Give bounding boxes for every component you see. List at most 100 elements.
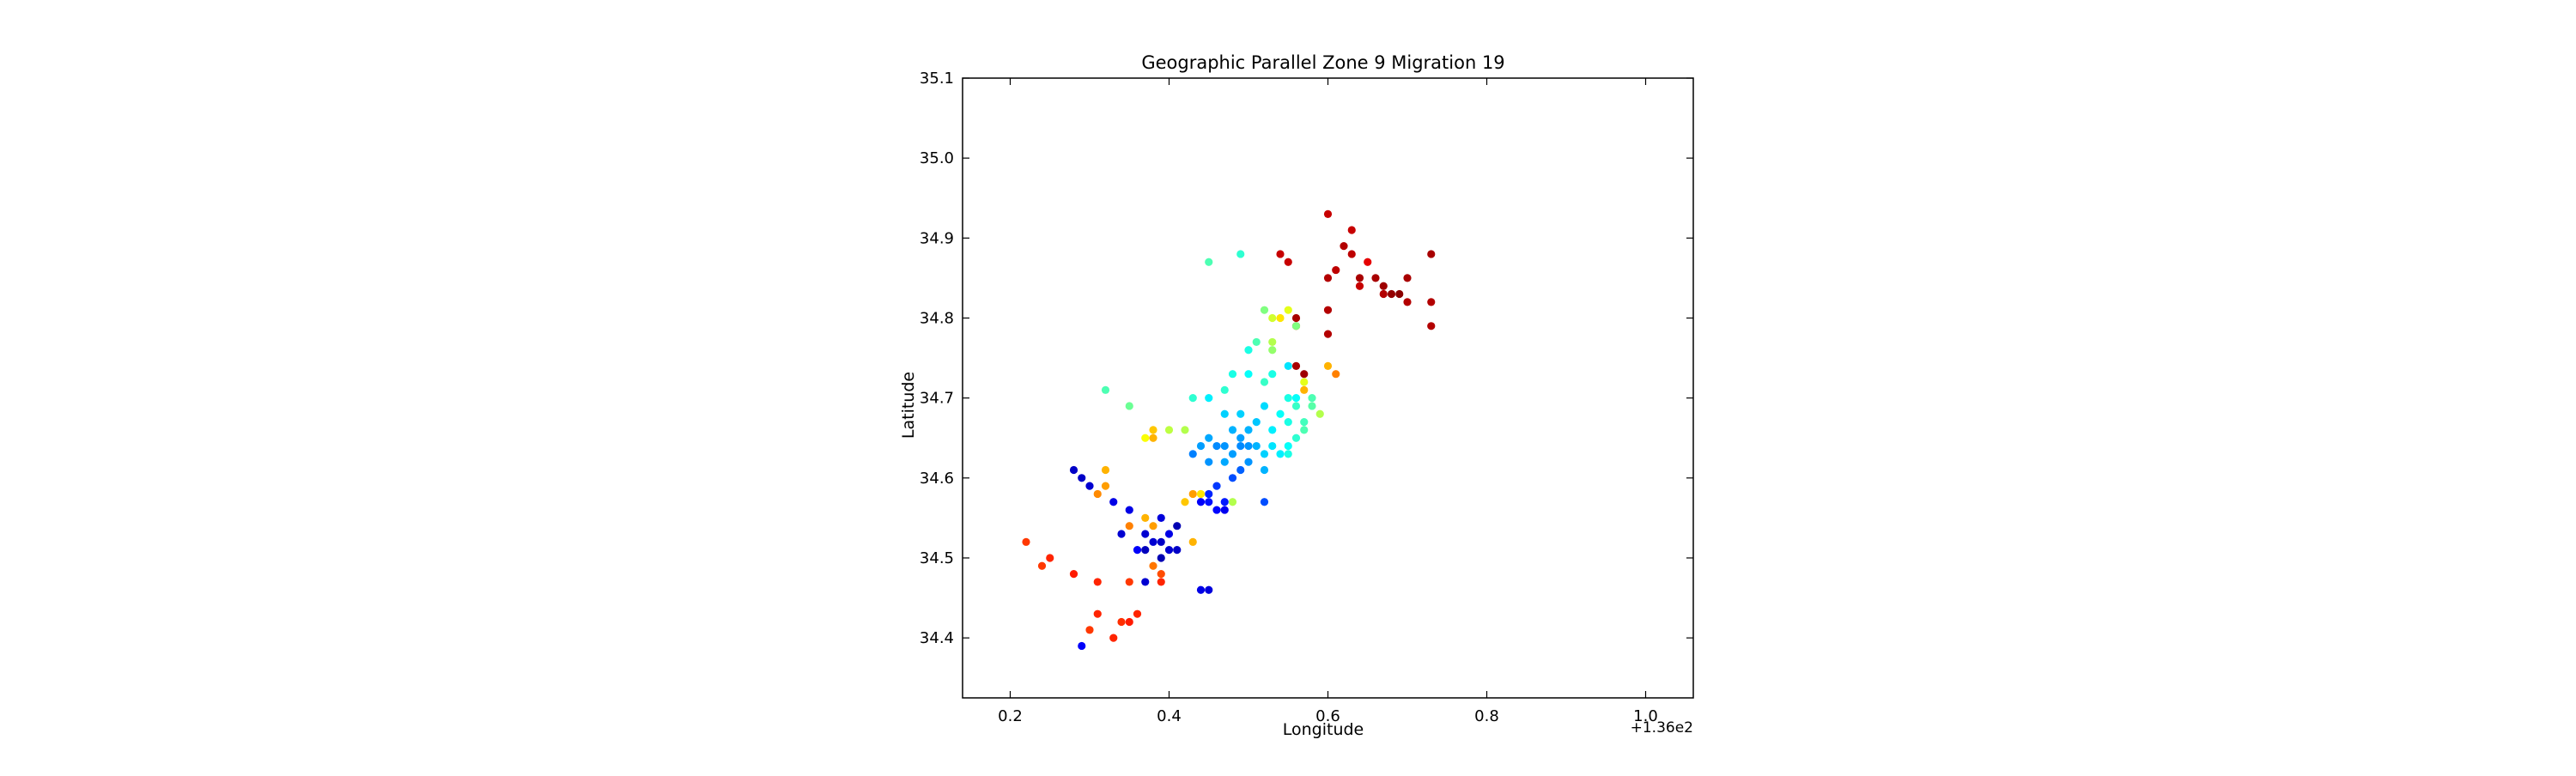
scatter-point (1188, 489, 1197, 499)
scatter-point (1157, 554, 1165, 562)
scatter-point (1427, 298, 1436, 306)
scatter-points (1022, 209, 1436, 651)
scatter-point (1188, 450, 1197, 458)
scatter-point (1268, 346, 1277, 355)
scatter-point (1332, 370, 1340, 379)
scatter-point (1291, 402, 1301, 410)
scatter-point (1149, 433, 1157, 442)
scatter-point (1236, 250, 1245, 258)
scatter-point (1164, 426, 1174, 434)
y-tick-label: 34.4 (920, 629, 954, 647)
scatter-point (1236, 441, 1245, 451)
scatter-point (1244, 441, 1253, 451)
scatter-point (1220, 385, 1229, 394)
scatter-point (1125, 522, 1133, 530)
scatter-point (1323, 361, 1333, 370)
scatter-point (1323, 306, 1333, 314)
scatter-point (1291, 313, 1301, 323)
scatter-point (1078, 641, 1086, 651)
scatter-point (1085, 482, 1094, 490)
chart-title: Geographic Parallel Zone 9 Migration 19 (1141, 52, 1504, 73)
scatter-point (1284, 441, 1292, 451)
scatter-point (1379, 282, 1388, 290)
scatter-point (1260, 378, 1269, 386)
scatter-point (1236, 465, 1245, 475)
scatter-point (1022, 537, 1030, 546)
scatter-point (1085, 626, 1094, 634)
scatter-point (1157, 570, 1165, 579)
scatter-point (1340, 242, 1348, 251)
scatter-point (1101, 385, 1110, 394)
scatter-point (1220, 498, 1229, 506)
scatter-point (1164, 546, 1174, 555)
scatter-point (1212, 506, 1221, 514)
x-tick-label: 1.0 (1633, 707, 1658, 725)
scatter-point (1205, 458, 1213, 466)
scatter-point (1212, 441, 1221, 451)
scatter-point (1220, 409, 1229, 418)
scatter-point (1268, 337, 1277, 347)
scatter-point (1347, 250, 1356, 258)
scatter-point (1300, 426, 1309, 434)
scatter-point (1101, 465, 1110, 475)
scatter-point (1347, 226, 1356, 234)
scatter-point (1284, 258, 1292, 266)
scatter-point (1379, 289, 1388, 299)
scatter-point (1220, 458, 1229, 466)
x-axis-offset-label: +1.36e2 (1631, 719, 1693, 737)
scatter-point (1133, 609, 1142, 618)
scatter-point (1125, 506, 1133, 514)
scatter-point (1173, 522, 1182, 530)
x-axis-label: Longitude (1283, 720, 1364, 739)
scatter-point (1244, 426, 1253, 434)
scatter-point (1164, 530, 1174, 538)
scatter-point (1387, 289, 1396, 299)
scatter-point (1196, 585, 1206, 594)
scatter-point (1141, 546, 1150, 555)
x-tick-label: 0.8 (1474, 707, 1499, 725)
scatter-point (1205, 498, 1213, 506)
scatter-point (1181, 426, 1189, 434)
scatter-point (1173, 546, 1182, 555)
scatter-point (1252, 337, 1261, 347)
scatter-point (1244, 346, 1253, 355)
scatter-point (1300, 378, 1309, 386)
scatter-point (1427, 250, 1436, 258)
scatter-point (1220, 441, 1229, 451)
y-axis-label: Latitude (899, 372, 918, 439)
scatter-point (1188, 537, 1197, 546)
x-tick-label: 0.2 (998, 707, 1023, 725)
scatter-point (1109, 498, 1118, 506)
scatter-point (1300, 385, 1309, 394)
y-tick-label: 35.1 (920, 70, 954, 88)
scatter-point (1300, 370, 1309, 379)
scatter-point (1236, 409, 1245, 418)
scatter-point (1141, 513, 1150, 522)
scatter-point (1228, 370, 1237, 379)
scatter-point (1284, 394, 1292, 403)
axes-frame (962, 77, 1694, 699)
scatter-point (1252, 441, 1261, 451)
scatter-point (1037, 561, 1047, 570)
scatter-point (1236, 433, 1245, 442)
scatter-point (1093, 489, 1102, 499)
y-tick-label: 34.7 (920, 390, 954, 408)
scatter-point (1284, 361, 1292, 370)
scatter-point (1308, 394, 1316, 403)
scatter-point (1268, 426, 1277, 434)
scatter-point (1371, 274, 1380, 282)
scatter-point (1141, 578, 1150, 586)
scatter-point (1093, 609, 1102, 618)
scatter-point (1291, 433, 1301, 442)
scatter-point (1212, 482, 1221, 490)
scatter-point (1284, 417, 1292, 427)
y-tick-label: 34.9 (920, 229, 954, 247)
scatter-point (1323, 330, 1333, 338)
x-tick-label: 0.4 (1157, 707, 1182, 725)
plot-area-border (962, 77, 1694, 699)
scatter-point (1228, 426, 1237, 434)
y-tick-label: 34.6 (920, 470, 954, 488)
scatter-point (1291, 322, 1301, 330)
scatter-point (1260, 306, 1269, 314)
